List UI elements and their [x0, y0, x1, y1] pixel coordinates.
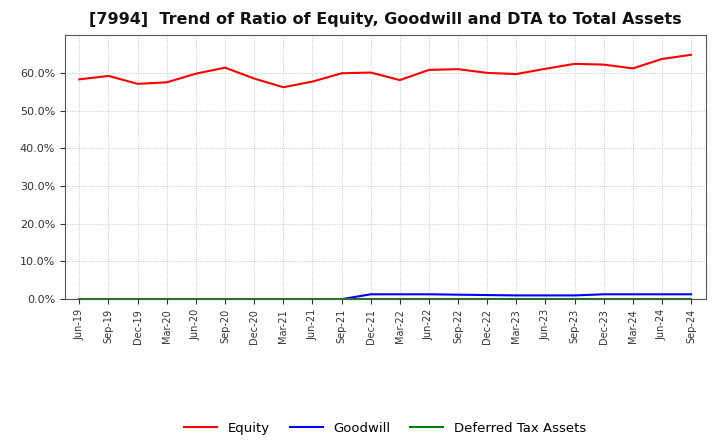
Goodwill: [570, 293, 579, 298]
Deferred Tax Assets: [308, 296, 317, 301]
Equity: [250, 76, 258, 81]
Goodwill: [657, 292, 666, 297]
Equity: [454, 66, 462, 72]
Goodwill: [133, 297, 142, 302]
Title: [7994]  Trend of Ratio of Equity, Goodwill and DTA to Total Assets: [7994] Trend of Ratio of Equity, Goodwil…: [89, 12, 682, 27]
Deferred Tax Assets: [366, 296, 375, 301]
Goodwill: [395, 292, 404, 297]
Deferred Tax Assets: [163, 296, 171, 301]
Deferred Tax Assets: [395, 296, 404, 301]
Equity: [279, 84, 287, 90]
Equity: [395, 77, 404, 83]
Equity: [599, 62, 608, 67]
Equity: [337, 71, 346, 76]
Goodwill: [104, 297, 113, 302]
Goodwill: [629, 292, 637, 297]
Goodwill: [250, 297, 258, 302]
Equity: [657, 56, 666, 62]
Equity: [104, 73, 113, 79]
Equity: [163, 80, 171, 85]
Equity: [133, 81, 142, 87]
Deferred Tax Assets: [279, 296, 287, 301]
Equity: [570, 61, 579, 66]
Goodwill: [599, 292, 608, 297]
Goodwill: [512, 293, 521, 298]
Deferred Tax Assets: [570, 296, 579, 301]
Deferred Tax Assets: [75, 296, 84, 301]
Deferred Tax Assets: [337, 296, 346, 301]
Goodwill: [192, 297, 200, 302]
Deferred Tax Assets: [220, 296, 229, 301]
Deferred Tax Assets: [629, 296, 637, 301]
Equity: [541, 66, 550, 71]
Deferred Tax Assets: [104, 296, 113, 301]
Equity: [192, 71, 200, 76]
Equity: [308, 79, 317, 84]
Equity: [220, 65, 229, 70]
Line: Goodwill: Goodwill: [79, 294, 691, 299]
Goodwill: [454, 292, 462, 297]
Deferred Tax Assets: [425, 296, 433, 301]
Goodwill: [163, 297, 171, 302]
Equity: [629, 66, 637, 71]
Deferred Tax Assets: [192, 296, 200, 301]
Deferred Tax Assets: [133, 296, 142, 301]
Equity: [75, 77, 84, 82]
Deferred Tax Assets: [454, 296, 462, 301]
Deferred Tax Assets: [541, 296, 550, 301]
Line: Equity: Equity: [79, 55, 691, 87]
Goodwill: [483, 293, 492, 298]
Equity: [483, 70, 492, 76]
Deferred Tax Assets: [483, 296, 492, 301]
Goodwill: [366, 292, 375, 297]
Legend: Equity, Goodwill, Deferred Tax Assets: Equity, Goodwill, Deferred Tax Assets: [179, 417, 591, 440]
Goodwill: [75, 297, 84, 302]
Goodwill: [425, 292, 433, 297]
Goodwill: [687, 292, 696, 297]
Deferred Tax Assets: [687, 296, 696, 301]
Goodwill: [279, 297, 287, 302]
Equity: [366, 70, 375, 75]
Deferred Tax Assets: [512, 296, 521, 301]
Goodwill: [220, 297, 229, 302]
Goodwill: [541, 293, 550, 298]
Deferred Tax Assets: [250, 296, 258, 301]
Equity: [687, 52, 696, 58]
Equity: [425, 67, 433, 73]
Equity: [512, 71, 521, 77]
Deferred Tax Assets: [599, 296, 608, 301]
Goodwill: [337, 297, 346, 302]
Goodwill: [308, 297, 317, 302]
Deferred Tax Assets: [657, 296, 666, 301]
